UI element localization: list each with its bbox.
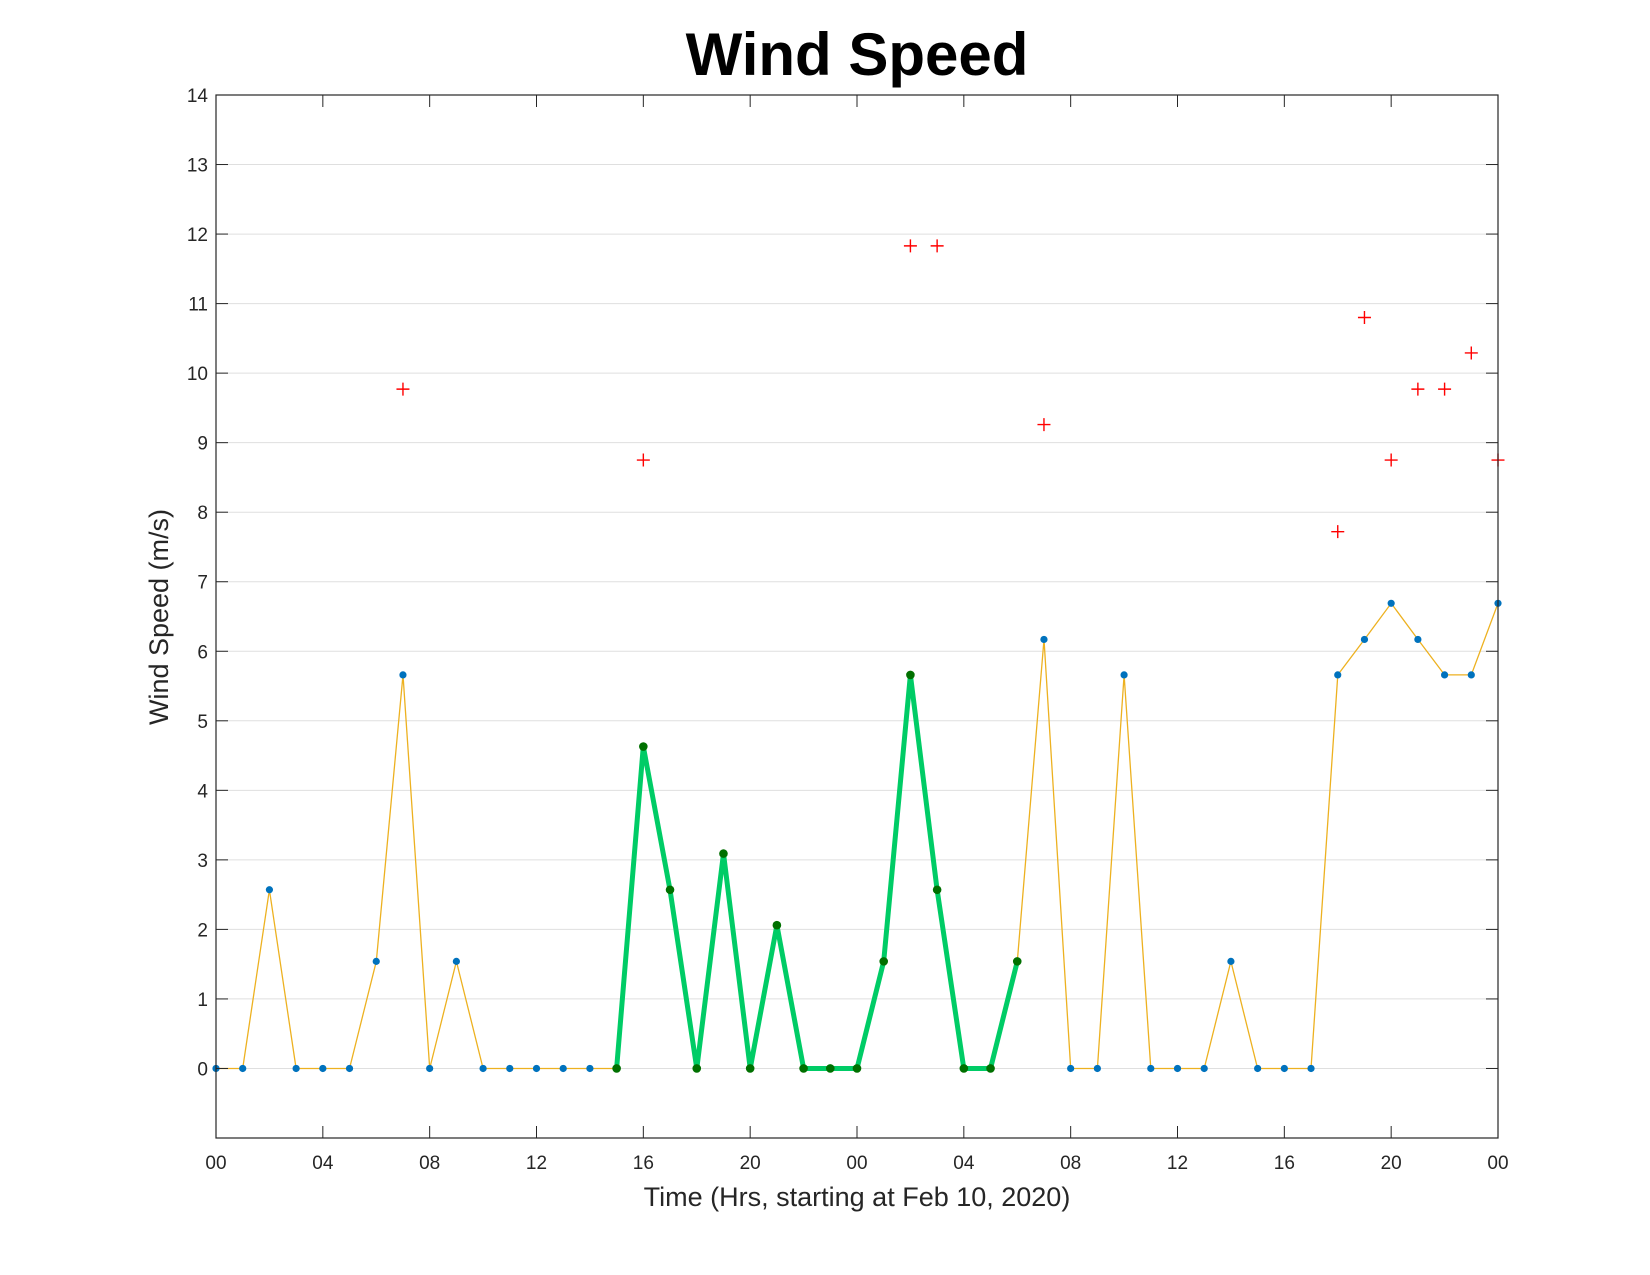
y-tick-label: 11 bbox=[188, 295, 208, 316]
highlight-point bbox=[772, 920, 782, 930]
highlight-point bbox=[986, 1064, 995, 1073]
x-tick-label: 16 bbox=[1274, 1153, 1295, 1174]
highlight-point bbox=[745, 1064, 755, 1073]
chart-title: Wind Speed bbox=[686, 21, 1029, 88]
x-tick-label: 00 bbox=[1487, 1153, 1508, 1174]
y-tick-label: 7 bbox=[197, 573, 208, 594]
y-tick-label: 4 bbox=[197, 781, 208, 802]
plot-background bbox=[216, 95, 1498, 1138]
x-tick-label: 08 bbox=[1060, 1153, 1081, 1174]
x-tick-label: 04 bbox=[953, 1153, 975, 1174]
y-tick-label: 0 bbox=[197, 1059, 208, 1080]
speed-point bbox=[426, 1064, 434, 1073]
highlight-point bbox=[906, 670, 915, 680]
x-tick-label: 16 bbox=[633, 1153, 654, 1174]
x-tick-label: 00 bbox=[205, 1153, 226, 1174]
speed-point bbox=[1040, 635, 1048, 644]
highlight-point bbox=[799, 1064, 808, 1073]
speed-point bbox=[1414, 635, 1422, 644]
gust-point bbox=[636, 453, 650, 467]
speed-point bbox=[1467, 671, 1475, 679]
speed-point bbox=[1173, 1064, 1182, 1073]
x-tick-label: 20 bbox=[1381, 1153, 1402, 1174]
gust-point bbox=[1438, 382, 1452, 396]
y-tick-label: 9 bbox=[197, 434, 208, 455]
speed-point bbox=[1120, 671, 1128, 679]
highlight-point bbox=[692, 1064, 702, 1073]
gust-point bbox=[1357, 311, 1371, 325]
gust-point bbox=[1331, 525, 1345, 539]
x-tick-label: 00 bbox=[846, 1153, 867, 1174]
speed-point bbox=[1280, 1064, 1288, 1073]
x-tick-label: 08 bbox=[419, 1153, 440, 1174]
speed-point bbox=[1093, 1064, 1101, 1073]
speed-point bbox=[559, 1064, 567, 1073]
speed-point bbox=[452, 957, 460, 965]
gust-point bbox=[1384, 453, 1398, 467]
x-tick-label: 12 bbox=[526, 1153, 547, 1174]
y-tick-label: 2 bbox=[197, 920, 208, 941]
speed-point bbox=[1334, 671, 1342, 679]
grid-lines bbox=[216, 94, 1498, 1069]
speed-point bbox=[1440, 671, 1449, 679]
speed-point bbox=[1200, 1064, 1208, 1073]
highlight-point bbox=[852, 1064, 862, 1073]
speed-point bbox=[586, 1064, 594, 1073]
highlight-point bbox=[719, 849, 728, 858]
highlight-series-line bbox=[614, 672, 1020, 1071]
gust-point bbox=[1037, 418, 1051, 432]
speed-point bbox=[1067, 1064, 1075, 1073]
y-tick-label: 12 bbox=[187, 225, 208, 246]
x-axis-label: Time (Hrs, starting at Feb 10, 2020) bbox=[644, 1182, 1071, 1212]
highlight-point bbox=[959, 1064, 969, 1073]
y-tick-label: 13 bbox=[187, 156, 208, 177]
speed-point bbox=[1147, 1064, 1155, 1073]
y-tick-label: 3 bbox=[197, 851, 208, 872]
y-axis-label: Wind Speed (m/s) bbox=[144, 509, 174, 725]
highlight-point bbox=[612, 1064, 621, 1073]
highlight-point bbox=[879, 957, 889, 966]
gust-point bbox=[930, 239, 944, 253]
y-tick-label: 5 bbox=[197, 712, 208, 733]
highlight-point bbox=[825, 1064, 835, 1073]
gust-point bbox=[1464, 346, 1478, 360]
x-tick-label: 04 bbox=[312, 1153, 334, 1174]
x-tick-label: 20 bbox=[740, 1153, 761, 1174]
speed-point bbox=[239, 1064, 247, 1073]
gust-point bbox=[903, 239, 917, 253]
speed-point bbox=[319, 1064, 327, 1073]
speed-point bbox=[1387, 599, 1395, 607]
speed-point bbox=[399, 671, 407, 679]
highlight-point bbox=[1012, 957, 1022, 966]
speed-point bbox=[1227, 957, 1235, 965]
speed-point bbox=[479, 1064, 487, 1073]
y-tick-label: 10 bbox=[187, 364, 208, 385]
speed-point bbox=[292, 1064, 300, 1073]
speed-point bbox=[372, 957, 380, 965]
gust-point bbox=[1411, 382, 1425, 396]
highlight-point bbox=[665, 885, 675, 895]
speed-point bbox=[345, 1064, 354, 1073]
speed-point bbox=[532, 1064, 541, 1073]
speed-point bbox=[1360, 635, 1369, 644]
speed-point bbox=[506, 1064, 514, 1073]
y-tick-label: 6 bbox=[197, 642, 208, 663]
speed-point bbox=[1307, 1064, 1315, 1073]
highlight-point bbox=[639, 742, 648, 751]
highlight-point bbox=[932, 885, 942, 895]
speed-point bbox=[1254, 1064, 1262, 1073]
y-tick-label: 14 bbox=[187, 86, 209, 107]
gust-point bbox=[396, 382, 410, 396]
y-tick-label: 1 bbox=[197, 990, 208, 1011]
y-tick-label: 8 bbox=[197, 503, 208, 524]
x-tick-label: 12 bbox=[1167, 1153, 1188, 1174]
speed-point bbox=[265, 886, 274, 894]
